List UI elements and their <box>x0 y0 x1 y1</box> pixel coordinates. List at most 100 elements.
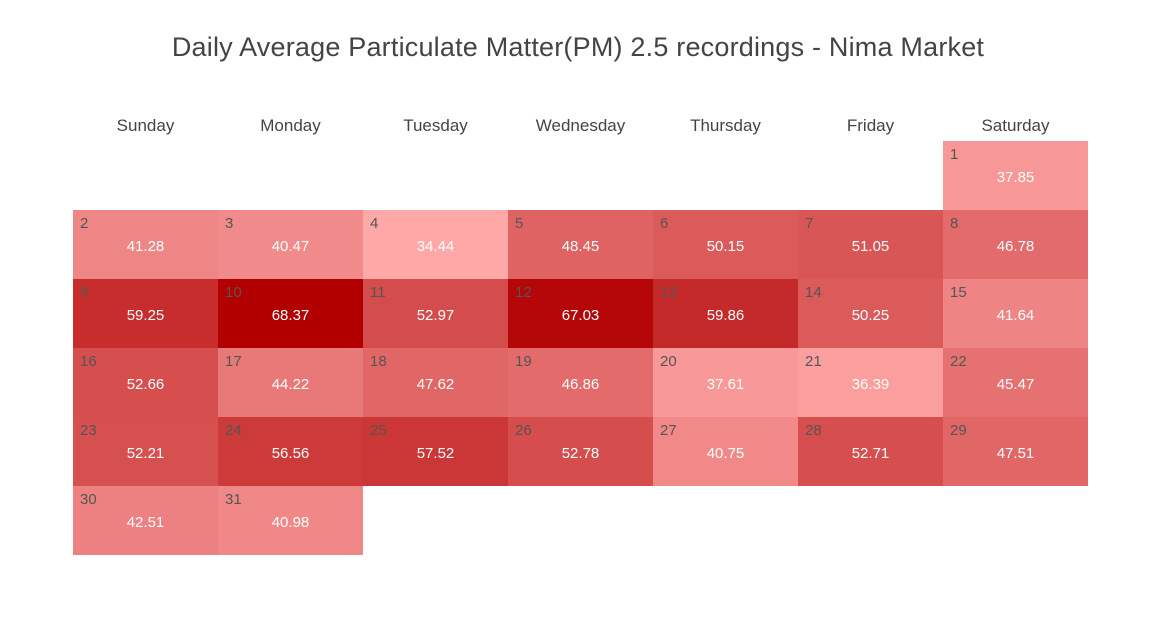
day-cell: 29 47.51 <box>943 417 1088 486</box>
day-cell: 1 37.85 <box>943 141 1088 210</box>
day-cell: 16 52.66 <box>73 348 218 417</box>
day-value-label: 50.25 <box>851 307 890 324</box>
day-number: 26 <box>515 422 532 439</box>
day-cell: 7 51.05 <box>798 210 943 279</box>
day-number: 4 <box>370 215 379 232</box>
day-number: 1 <box>950 146 959 163</box>
weekday-header-thursday: Thursday <box>690 116 761 135</box>
day-number: 22 <box>950 353 967 370</box>
day-cell: 27 40.75 <box>653 417 798 486</box>
day-cell: 19 46.86 <box>508 348 653 417</box>
day-number: 18 <box>370 353 387 370</box>
day-value-label: 37.85 <box>996 169 1035 186</box>
day-number: 16 <box>80 353 97 370</box>
weekday-header-sunday: Sunday <box>116 116 175 135</box>
day-number: 12 <box>515 284 532 301</box>
day-cell: 24 56.56 <box>218 417 363 486</box>
weekday-header-friday: Friday <box>846 116 895 135</box>
day-value-label: 52.78 <box>561 445 600 462</box>
day-value-label: 59.25 <box>126 307 165 324</box>
day-number: 11 <box>370 284 386 301</box>
day-cell: 23 52.21 <box>73 417 218 486</box>
day-number: 24 <box>225 422 242 439</box>
day-value-label: 46.78 <box>996 238 1035 255</box>
day-value-label: 40.47 <box>271 238 310 255</box>
day-cell: 8 46.78 <box>943 210 1088 279</box>
day-cell: 5 48.45 <box>508 210 653 279</box>
day-value-label: 59.86 <box>706 307 745 324</box>
day-value-label: 50.15 <box>706 238 745 255</box>
day-value-label: 47.51 <box>996 445 1035 462</box>
day-number: 8 <box>950 215 959 232</box>
day-number: 28 <box>805 422 822 439</box>
day-number: 5 <box>515 215 524 232</box>
weekday-header-wednesday: Wednesday <box>535 116 626 135</box>
day-number: 15 <box>950 284 967 301</box>
day-cell: 10 68.37 <box>218 279 363 348</box>
day-number: 2 <box>80 215 89 232</box>
day-number: 25 <box>370 422 387 439</box>
weekday-header-monday: Monday <box>260 116 321 135</box>
day-cell: 4 34.44 <box>363 210 508 279</box>
day-cell: 3 40.47 <box>218 210 363 279</box>
day-value-label: 41.64 <box>996 307 1035 324</box>
day-number: 17 <box>225 353 242 370</box>
chart-title: Daily Average Particulate Matter(PM) 2.5… <box>171 32 985 62</box>
day-number: 30 <box>80 491 97 508</box>
day-number: 9 <box>80 284 89 301</box>
day-cell: 13 59.86 <box>653 279 798 348</box>
day-cell: 28 52.71 <box>798 417 943 486</box>
day-value-label: 47.62 <box>416 376 455 393</box>
day-cell: 20 37.61 <box>653 348 798 417</box>
day-value-label: 36.39 <box>851 376 890 393</box>
day-value-label: 40.98 <box>271 514 310 531</box>
day-number: 27 <box>660 422 677 439</box>
day-cell: 15 41.64 <box>943 279 1088 348</box>
day-cell: 21 36.39 <box>798 348 943 417</box>
day-number: 19 <box>515 353 532 370</box>
day-cell: 9 59.25 <box>73 279 218 348</box>
day-number: 20 <box>660 353 677 370</box>
day-number: 3 <box>225 215 234 232</box>
day-number: 7 <box>805 215 814 232</box>
day-number: 23 <box>80 422 97 439</box>
day-value-label: 42.51 <box>126 514 165 531</box>
day-cell: 12 67.03 <box>508 279 653 348</box>
day-value-label: 40.75 <box>706 445 745 462</box>
day-value-label: 52.66 <box>126 376 165 393</box>
weekday-header-saturday: Saturday <box>981 116 1050 135</box>
day-value-label: 37.61 <box>706 376 745 393</box>
day-value-label: 57.52 <box>416 445 455 462</box>
day-number: 10 <box>225 284 242 301</box>
day-number: 14 <box>805 284 822 301</box>
day-value-label: 51.05 <box>851 238 890 255</box>
day-number: 6 <box>660 215 669 232</box>
day-cell: 11 52.97 <box>363 279 508 348</box>
day-value-label: 46.86 <box>561 376 600 393</box>
day-value-label: 68.37 <box>271 307 310 324</box>
day-cell: 25 57.52 <box>363 417 508 486</box>
day-cell: 6 50.15 <box>653 210 798 279</box>
day-cell: 30 42.51 <box>73 486 218 555</box>
day-number: 29 <box>950 422 967 439</box>
day-cell: 18 47.62 <box>363 348 508 417</box>
day-value-label: 52.97 <box>416 307 455 324</box>
weekday-header-tuesday: Tuesday <box>403 116 468 135</box>
day-value-label: 48.45 <box>561 238 600 255</box>
day-value-label: 52.71 <box>851 445 890 462</box>
day-cell: 17 44.22 <box>218 348 363 417</box>
day-cell: 14 50.25 <box>798 279 943 348</box>
day-cell: 2 41.28 <box>73 210 218 279</box>
day-value-label: 45.47 <box>996 376 1035 393</box>
day-cell: 26 52.78 <box>508 417 653 486</box>
day-cell: 22 45.47 <box>943 348 1088 417</box>
day-number: 31 <box>225 491 242 508</box>
day-number: 21 <box>805 353 822 370</box>
day-value-label: 56.56 <box>271 445 310 462</box>
day-number: 13 <box>660 284 677 301</box>
day-value-label: 41.28 <box>126 238 165 255</box>
day-value-label: 67.03 <box>561 307 600 324</box>
day-cell: 31 40.98 <box>218 486 363 555</box>
day-value-label: 34.44 <box>416 238 455 255</box>
